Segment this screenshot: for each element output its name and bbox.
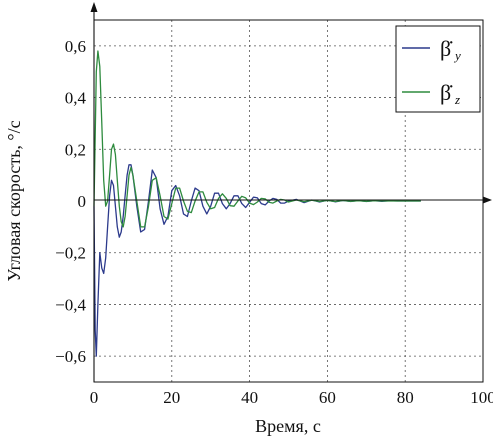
axes	[90, 2, 492, 383]
y-tick-label: 0,4	[65, 89, 87, 108]
x-tick-label: 0	[90, 388, 99, 407]
y-tick-label: −0,4	[55, 295, 86, 314]
y-tick-label: 0,2	[65, 140, 86, 159]
x-tick-label: 100	[470, 388, 493, 407]
series-line-y	[93, 164, 421, 357]
x-tick-label: 60	[319, 388, 336, 407]
y-tick-label: 0	[78, 192, 87, 211]
tick-labels: 0 20 40 60 80 100 −0,6 −0,4 −0,2 0 0,2 0,4 0,6	[55, 37, 493, 407]
legend-subscript-z: z	[454, 92, 460, 107]
legend-label-y: β̇	[440, 36, 453, 61]
y-axis-arrow-icon	[90, 2, 98, 12]
x-tick-label: 80	[397, 388, 414, 407]
legend-label-z: β̇	[440, 80, 453, 105]
series-line-z	[93, 50, 421, 228]
legend: β̇ yβ̇ z	[395, 25, 481, 113]
legend-subscript-y: y	[453, 48, 461, 63]
x-axis-arrow-icon	[483, 196, 492, 204]
legend-box	[395, 25, 481, 113]
y-tick-label: −0,6	[55, 347, 86, 366]
x-tick-label: 20	[163, 388, 180, 407]
x-tick-label: 40	[241, 388, 258, 407]
y-tick-label: −0,2	[55, 244, 86, 263]
plot-area	[93, 50, 421, 357]
y-axis-title: Угловая скорость, °/с	[4, 120, 24, 281]
y-tick-label: 0,6	[65, 37, 86, 56]
x-axis-title: Время, с	[255, 416, 321, 436]
